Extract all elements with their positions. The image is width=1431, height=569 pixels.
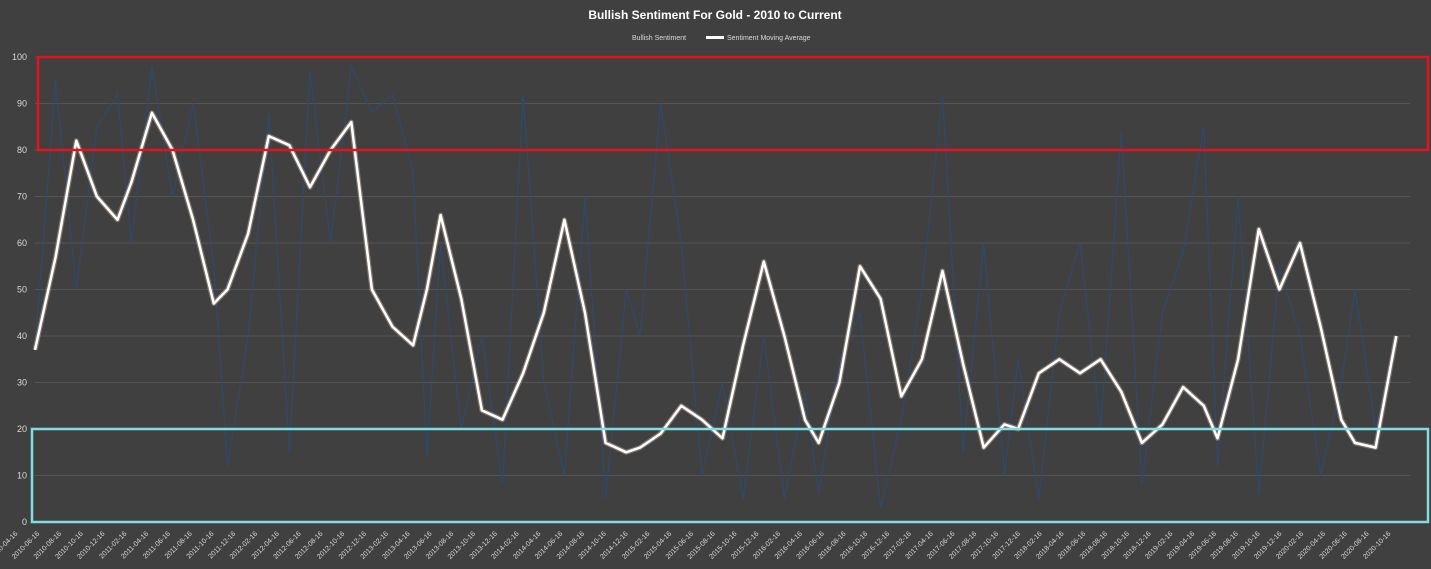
y-axis: 0 10 20 30 40 50 60 70 80 90 100 <box>12 52 27 527</box>
zone-overbought <box>36 55 1430 152</box>
series-line-moving-average-glow <box>32 110 1399 455</box>
y-tick-label: 50 <box>17 285 27 295</box>
zone-oversold <box>30 427 1430 524</box>
y-tick-label: 70 <box>17 192 27 202</box>
y-tick-label: 90 <box>17 99 27 109</box>
y-tick-label: 100 <box>12 52 27 62</box>
plot-area <box>32 64 1399 509</box>
legend-item-sentiment-moving-average: Sentiment Moving Average <box>727 35 811 42</box>
series-line-sentiment-moving-average <box>33 111 1398 454</box>
y-tick-label: 30 <box>17 378 27 388</box>
legend: Bullish Sentiment Sentiment Moving Avera… <box>632 35 811 42</box>
y-tick-label: 0 <box>22 517 27 527</box>
y-tick-label: 40 <box>17 331 27 341</box>
series-line-bullish-sentiment <box>34 64 1397 509</box>
y-tick-label: 60 <box>17 238 27 248</box>
zones <box>30 55 1430 524</box>
chart-title: Bullish Sentiment For Gold - 2010 to Cur… <box>588 8 841 22</box>
x-axis: 2010-04-162010-06-162010-08-162010-10-16… <box>0 530 1392 560</box>
legend-item-bullish-sentiment: Bullish Sentiment <box>632 35 686 42</box>
y-tick-label: 20 <box>17 424 27 434</box>
y-tick-label: 10 <box>17 471 27 481</box>
y-tick-label: 80 <box>17 145 27 155</box>
